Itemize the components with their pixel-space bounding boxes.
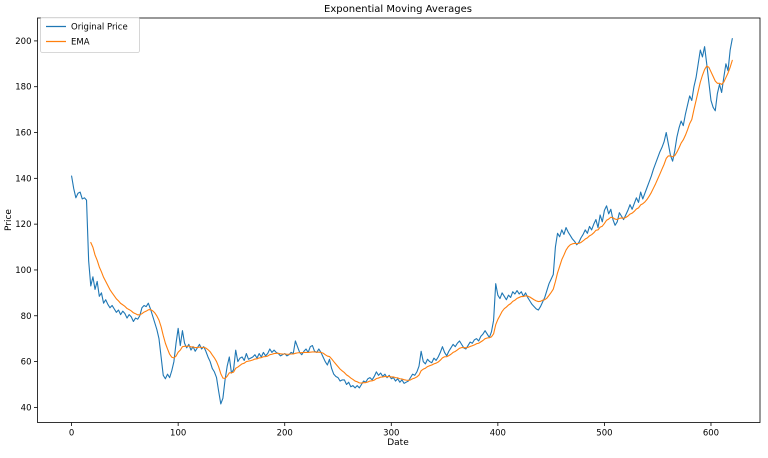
x-axis-ticks: 0 100 200 300 400 500 600 [69, 422, 719, 439]
x-tick-label: 600 [703, 429, 719, 439]
legend-label-ema: EMA [71, 38, 90, 48]
series-line-original-price [71, 38, 733, 405]
y-tick-label: 100 [15, 266, 31, 276]
x-tick-label: 400 [490, 429, 506, 439]
y-axis-label: Price [4, 209, 14, 231]
legend-label-original-price: Original Price [71, 23, 128, 33]
chart-title: Exponential Moving Averages [324, 4, 472, 15]
y-axis-ticks: 40 60 80 100 120 140 160 180 200 [15, 37, 38, 413]
y-tick-label: 200 [15, 37, 31, 47]
x-tick-label: 500 [596, 429, 612, 439]
x-axis-label: Date [387, 438, 409, 448]
chart-legend: Original Price EMA [40, 17, 140, 53]
y-tick-label: 60 [21, 358, 32, 368]
chart-series [71, 38, 733, 405]
y-tick-label: 140 [15, 174, 31, 184]
x-tick-label: 200 [277, 429, 293, 439]
series-line-ema [90, 59, 733, 384]
y-tick-label: 120 [15, 220, 31, 230]
plot-area [37, 17, 761, 423]
x-tick-label: 100 [170, 429, 186, 439]
y-tick-label: 80 [21, 312, 32, 322]
y-tick-label: 180 [15, 83, 31, 93]
x-tick-label: 300 [383, 429, 399, 439]
y-tick-label: 40 [21, 403, 32, 413]
y-tick-label: 160 [15, 129, 31, 139]
x-tick-label: 0 [69, 429, 74, 439]
